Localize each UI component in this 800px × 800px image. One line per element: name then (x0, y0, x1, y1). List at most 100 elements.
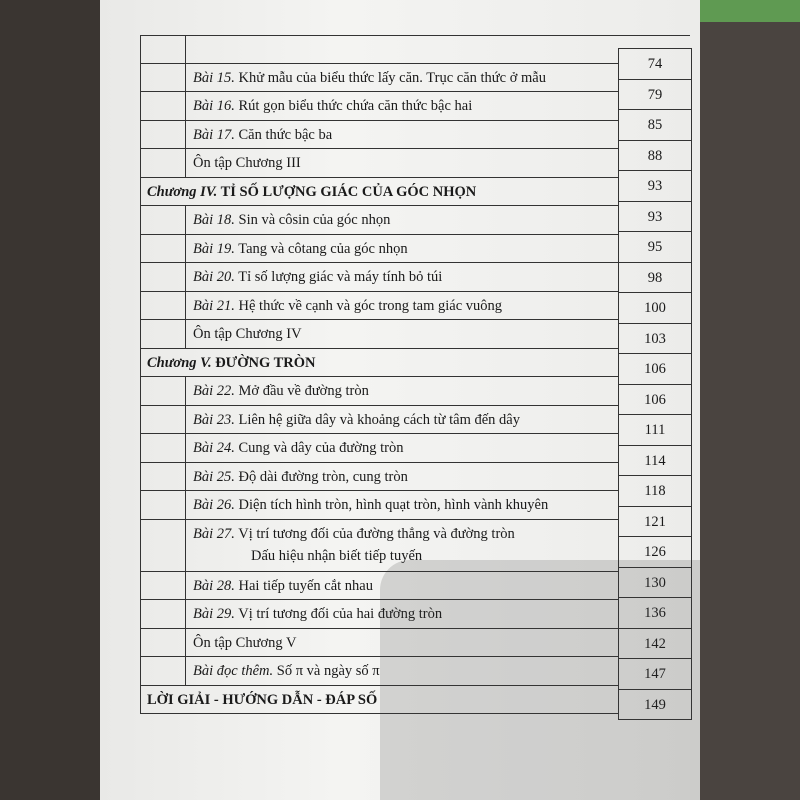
lesson-number: Bài 26. (193, 497, 235, 513)
indent-divider (185, 571, 186, 599)
toc-entry: Ôn tập Chương III (193, 155, 301, 172)
toc-chapter-row: Chương V. ĐƯỜNG TRÒN (141, 349, 619, 377)
toc-entry: Bài 17. Căn thức bậc ba (193, 127, 332, 144)
lesson-number: Bài 22. (193, 383, 235, 399)
toc-row: Bài 25. Độ dài đường tròn, cung tròn (141, 462, 619, 491)
page-number: 93 (619, 171, 691, 202)
lesson-title: ĐƯỜNG TRÒN (215, 354, 316, 371)
indent-divider (185, 491, 186, 519)
lesson-title: Độ dài đường tròn, cung tròn (238, 468, 408, 485)
toc-entry: Ôn tập Chương V (193, 635, 296, 652)
toc-entry: Bài 16. Rút gọn biểu thức chứa căn thức … (193, 98, 472, 115)
toc-entry: Chương IV. TỈ SỐ LƯỢNG GIÁC CỦA GÓC NHỌN (147, 184, 476, 201)
page-number: 118 (619, 476, 691, 507)
lesson-number: Bài 27. (193, 525, 235, 542)
page-number: 126 (619, 537, 691, 568)
page-number: 106 (619, 385, 691, 415)
toc-row: Bài 22. Mở đầu về đường tròn (141, 377, 619, 406)
indent-divider (185, 263, 186, 291)
page-number: 103 (619, 324, 691, 354)
lesson-number: Bài đọc thêm. (193, 663, 274, 679)
indent-divider (185, 377, 186, 405)
indent-divider (185, 434, 186, 462)
page-number: 95 (619, 232, 691, 263)
toc-row: Ôn tập Chương IV (141, 320, 619, 349)
toc-entry: Bài 25. Độ dài đường tròn, cung tròn (193, 469, 408, 486)
toc-row: Bài 28. Hai tiếp tuyến cắt nhau (141, 571, 619, 600)
lesson-number: Chương V. (147, 354, 212, 371)
book-page (100, 0, 700, 800)
page-number: 149 (619, 690, 691, 720)
lesson-title: Ôn tập Chương V (193, 634, 297, 651)
lesson-title: Mở đầu về đường tròn (238, 383, 369, 399)
lesson-number: Bài 16. (193, 98, 235, 114)
toc-row: Bài 20. Tỉ số lượng giác và máy tính bỏ … (141, 263, 619, 292)
toc-row: Bài 21. Hệ thức về cạnh và góc trong tam… (141, 291, 619, 320)
toc-row: Bài 23. Liên hệ giữa dây và khoảng cách … (141, 405, 619, 434)
lesson-title: Khử mẫu của biểu thức lấy căn. Trục căn … (238, 69, 546, 86)
toc-chapter-row: Chương IV. TỈ SỐ LƯỢNG GIÁC CỦA GÓC NHỌN (141, 178, 619, 206)
toc-page-column: 74 79 85 88 93 93 95 98 100 103 106 106 111 114 118 121… (618, 48, 692, 720)
page-number: 106 (619, 354, 691, 385)
toc-row: Bài 26. Diện tích hình tròn, hình quạt t… (141, 491, 619, 520)
toc-chapter-row: LỜI GIẢI - HƯỚNG DẪN - ĐÁP SỐ (141, 686, 619, 714)
indent-divider (185, 63, 186, 91)
indent-divider (185, 657, 186, 685)
toc-entry: Bài 19. Tang và côtang của góc nhọn (193, 241, 408, 258)
indent-divider (185, 519, 186, 571)
toc-row-blank (141, 35, 619, 64)
toc-row: Bài 27. Vị trí tương đối của đường thẳng… (141, 519, 619, 572)
lesson-number: Bài 19. (193, 240, 235, 257)
lesson-number: Bài 15. (193, 69, 235, 86)
lesson-number: Bài 21. (193, 297, 235, 314)
lesson-title: Vị trí tương đối của hai đường tròn (238, 606, 443, 622)
toc-entry: Bài 26. Diện tích hình tròn, hình quạt t… (193, 497, 548, 514)
lesson-title: LỜI GIẢI - HƯỚNG DẪN - ĐÁP SỐ (147, 691, 378, 708)
lesson-title: Ôn tập Chương IV (193, 326, 302, 342)
lesson-title: Cung và dây của đường tròn (238, 440, 404, 456)
toc-row: Bài 17. Căn thức bậc ba (141, 120, 619, 149)
page-number: 79 (619, 80, 691, 110)
toc-entry: Bài 20. Tỉ số lượng giác và máy tính bỏ … (193, 269, 442, 286)
lesson-title: Hệ thức về cạnh và góc trong tam giác vu… (238, 297, 503, 314)
lesson-number: Bài 24. (193, 440, 235, 456)
lesson-title: Sin và côsin của góc nhọn (238, 212, 391, 228)
lesson-number: Chương IV. (147, 183, 218, 200)
toc-row: Bài 19. Tang và côtang của góc nhọn (141, 234, 619, 263)
page-number: 98 (619, 263, 691, 293)
lesson-title: Hai tiếp tuyến cắt nhau (238, 577, 373, 594)
lesson-title: Căn thức bậc ba (238, 126, 333, 143)
toc-row: Bài 16. Rút gọn biểu thức chứa căn thức … (141, 92, 619, 121)
indent-divider (185, 405, 186, 433)
lesson-title: Liên hệ giữa dây và khoảng cách từ tâm đ… (238, 411, 520, 428)
page-number: 147 (619, 659, 691, 690)
toc-row: Bài đọc thêm. Số π và ngày số π (141, 657, 619, 686)
toc-row: Bài 29. Vị trí tương đối của hai đường t… (141, 600, 619, 629)
photo-shadow (380, 560, 700, 800)
indent-divider (185, 234, 186, 262)
lesson-title: Tỉ số lượng giác và máy tính bỏ túi (238, 269, 443, 285)
toc-entry: Ôn tập Chương IV (193, 326, 302, 343)
indent-divider (185, 600, 186, 628)
toc-text-column: Bài 15. Khử mẫu của biểu thức lấy căn. T… (140, 35, 619, 714)
page-number: 121 (619, 507, 691, 537)
page-number: 100 (619, 293, 691, 324)
toc-entry: Bài 23. Liên hệ giữa dây và khoảng cách … (193, 412, 520, 429)
toc-row: Bài 24. Cung và dây của đường tròn (141, 434, 619, 463)
toc-entry: Bài 24. Cung và dây của đường tròn (193, 440, 403, 457)
indent-divider (185, 291, 186, 319)
lesson-number: Bài 28. (193, 577, 235, 594)
toc-entry: Bài đọc thêm. Số π và ngày số π (193, 663, 380, 680)
toc-row: Bài 18. Sin và côsin của góc nhọn (141, 206, 619, 235)
toc-entry: Bài 27. Vị trí tương đối của đường thẳng… (193, 526, 515, 543)
page-number: 74 (619, 49, 691, 80)
lesson-number: Bài 25. (193, 468, 235, 485)
toc-row: Ôn tập Chương V (141, 628, 619, 657)
lesson-title: TỈ SỐ LƯỢNG GIÁC CỦA GÓC NHỌN (220, 183, 477, 200)
toc-entry: Bài 29. Vị trí tương đối của hai đường t… (193, 606, 442, 623)
toc-row: Bài 15. Khử mẫu của biểu thức lấy căn. T… (141, 63, 619, 92)
page-number: 130 (619, 568, 691, 598)
lesson-title: Tang và côtang của góc nhọn (238, 240, 408, 257)
background-surface (700, 22, 800, 800)
toc-entry: Bài 22. Mở đầu về đường tròn (193, 383, 369, 400)
